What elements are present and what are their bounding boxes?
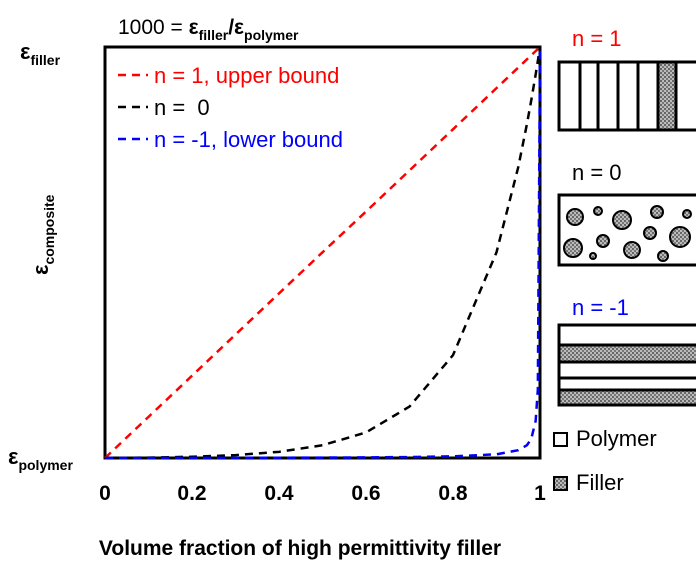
schematic-random <box>557 193 696 267</box>
legend-label: n = -1, lower bound <box>154 127 343 152</box>
y-tick-label: εfiller <box>20 39 61 68</box>
y-label-symbol: ε <box>28 264 53 275</box>
y-tick-label: εpolymer <box>8 444 73 473</box>
schematic-label: n = -1 <box>572 295 629 320</box>
x-tick-label: 0.6 <box>351 482 380 505</box>
series-line <box>104 46 541 459</box>
material-legend-label: Filler <box>576 470 624 495</box>
x-tick-label: 0.8 <box>438 482 468 505</box>
y-label-subscript: composite <box>41 194 57 264</box>
legend-label: n = 1, upper bound <box>154 63 339 88</box>
legend-label: n = 0 <box>154 95 210 120</box>
x-tick-label: 0 <box>99 482 111 505</box>
series-line <box>104 46 542 460</box>
schematic-label: n = 1 <box>572 26 622 51</box>
x-tick-label: 1 <box>534 482 546 505</box>
title-part: /ε <box>228 16 244 39</box>
material-legend-label: Polymer <box>576 426 657 451</box>
y-tick-symbol: ε <box>20 39 31 64</box>
title-part: ε <box>189 16 199 39</box>
y-tick-subscript: filler <box>30 52 60 68</box>
x-tick-label: 0.4 <box>264 482 294 505</box>
y-tick-subscript: polymer <box>18 457 73 473</box>
schematic-parallel <box>557 60 696 132</box>
schematic-label: n = 0 <box>572 160 622 185</box>
y-tick-symbol: ε <box>8 444 19 469</box>
x-axis-label: Volume fraction of high permittivity fil… <box>99 537 501 560</box>
x-tick-label: 0.2 <box>177 482 206 505</box>
schematic-series <box>557 323 696 407</box>
title-part: polymer <box>244 27 299 43</box>
polymer-swatch <box>553 432 568 447</box>
title-part: 1000 = <box>118 16 189 39</box>
chart-title: 1000 = εfiller/εpolymer <box>118 16 299 43</box>
series-line <box>104 46 542 460</box>
filler-swatch <box>553 476 568 491</box>
title-part: filler <box>199 27 229 43</box>
y-axis-label: εcomposite <box>28 194 57 275</box>
